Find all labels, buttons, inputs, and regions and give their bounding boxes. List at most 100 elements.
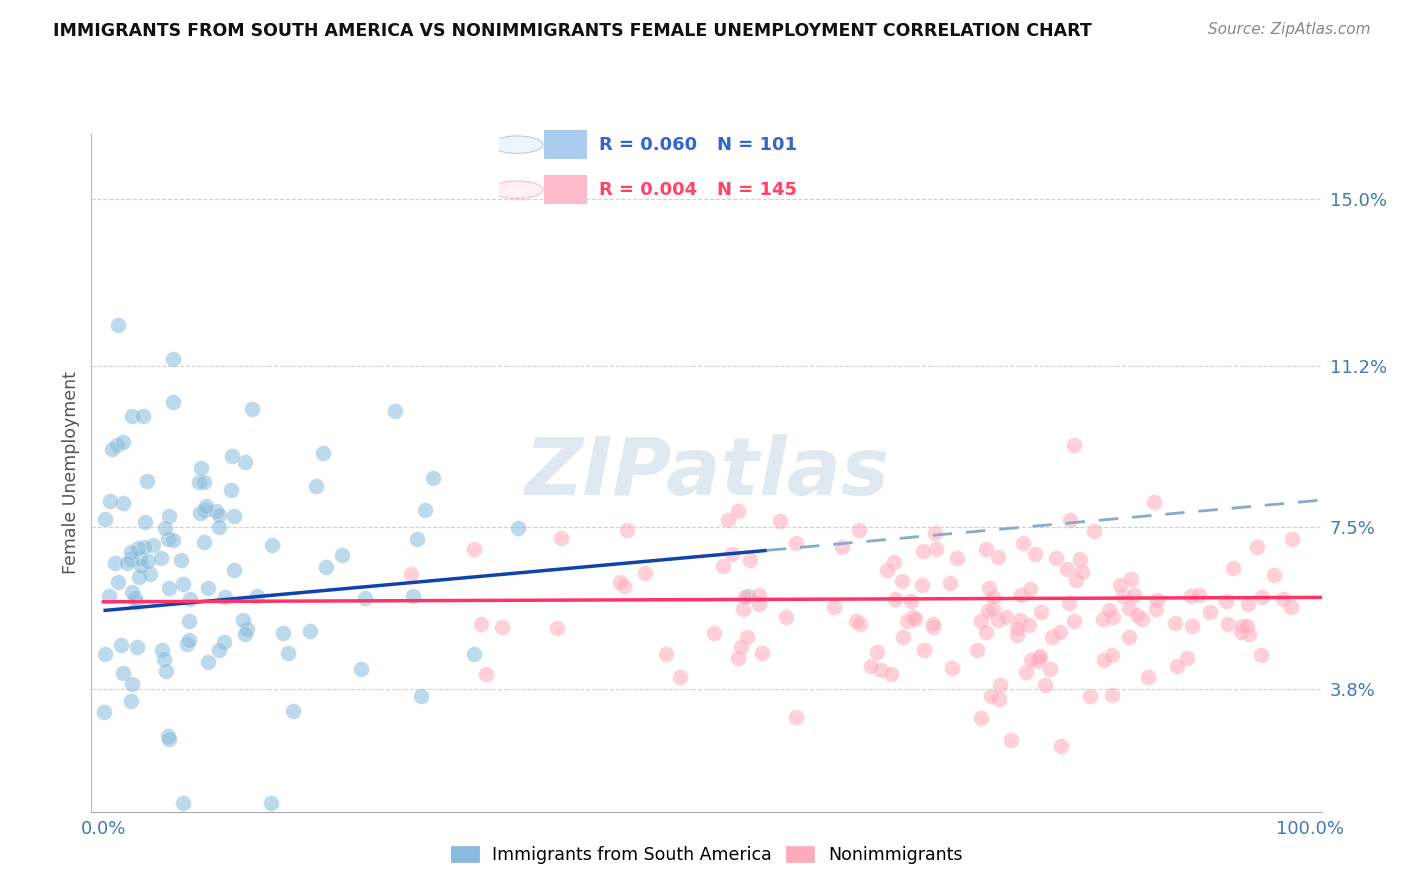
Point	[172, 796, 194, 810]
Point	[655, 648, 678, 662]
Point	[716, 513, 738, 527]
Point	[1045, 550, 1067, 565]
Point	[1056, 562, 1078, 576]
Point	[988, 678, 1011, 692]
Point	[1026, 654, 1049, 668]
Point	[609, 574, 631, 589]
Point	[150, 642, 173, 657]
Point	[127, 541, 149, 555]
Point	[970, 614, 993, 628]
Point	[1050, 739, 1073, 753]
Point	[155, 521, 177, 535]
Circle shape	[492, 181, 543, 199]
Point	[208, 508, 231, 522]
Point	[966, 643, 988, 657]
Point	[876, 563, 898, 577]
Point	[1263, 567, 1285, 582]
Point	[1122, 588, 1144, 602]
Point	[422, 471, 444, 485]
Point	[405, 532, 427, 546]
Point	[463, 647, 485, 661]
Point	[1092, 612, 1115, 626]
Point	[197, 581, 219, 595]
Point	[748, 588, 770, 602]
Point	[848, 523, 870, 537]
Text: R = 0.004: R = 0.004	[599, 181, 697, 199]
Point	[233, 627, 256, 641]
Point	[176, 637, 198, 651]
Bar	[544, 130, 586, 159]
Point	[848, 616, 870, 631]
Point	[735, 631, 758, 645]
Text: IMMIGRANTS FROM SOUTH AMERICA VS NONIMMIGRANTS FEMALE UNEMPLOYMENT CORRELATION C: IMMIGRANTS FROM SOUTH AMERICA VS NONIMMI…	[53, 22, 1092, 40]
Point	[912, 643, 935, 657]
Point	[413, 503, 436, 517]
Point	[884, 592, 907, 607]
Point	[150, 551, 173, 566]
Point	[157, 730, 180, 744]
Point	[172, 577, 194, 591]
Point	[711, 559, 734, 574]
Point	[1078, 689, 1101, 703]
Point	[1015, 665, 1038, 679]
Point	[136, 554, 159, 568]
Point	[115, 556, 138, 570]
Point	[121, 585, 143, 599]
Point	[740, 553, 762, 567]
Point	[232, 613, 254, 627]
Point	[1070, 566, 1092, 580]
Point	[987, 549, 1010, 564]
Point	[162, 533, 184, 547]
Point	[204, 504, 226, 518]
Point	[162, 395, 184, 409]
Point	[1175, 650, 1198, 665]
Point	[190, 506, 212, 520]
Point	[111, 665, 134, 680]
Point	[939, 576, 962, 591]
Point	[987, 614, 1010, 628]
Point	[170, 552, 193, 566]
Point	[1229, 624, 1251, 639]
Point	[703, 626, 725, 640]
Point	[974, 542, 997, 557]
Point	[156, 532, 179, 546]
Point	[1281, 532, 1303, 546]
Point	[1019, 582, 1042, 596]
Point	[1039, 662, 1062, 676]
Point	[193, 475, 215, 489]
Point	[1236, 619, 1258, 633]
Point	[236, 622, 259, 636]
Point	[107, 318, 129, 332]
Point	[98, 494, 121, 508]
Point	[1069, 551, 1091, 566]
Circle shape	[492, 136, 543, 153]
Point	[110, 639, 132, 653]
Point	[139, 567, 162, 582]
Point	[1101, 648, 1123, 663]
Point	[246, 589, 269, 603]
Point	[1144, 602, 1167, 616]
Point	[1143, 495, 1166, 509]
Point	[1108, 578, 1130, 592]
Point	[1019, 652, 1042, 666]
Point	[125, 595, 148, 609]
Point	[1083, 524, 1105, 538]
Point	[134, 515, 156, 529]
Point	[194, 503, 217, 517]
Point	[1031, 605, 1053, 619]
Point	[152, 652, 174, 666]
Point	[162, 352, 184, 367]
Point	[224, 508, 246, 523]
Point	[1146, 593, 1168, 607]
Point	[157, 508, 180, 523]
Point	[1029, 648, 1052, 663]
Point	[1040, 630, 1063, 644]
Point	[823, 600, 845, 615]
Point	[730, 640, 752, 654]
Point	[977, 604, 1000, 618]
Point	[1198, 605, 1220, 619]
Point	[299, 624, 322, 639]
Point	[974, 625, 997, 640]
Point	[731, 601, 754, 615]
Point	[1059, 513, 1081, 527]
